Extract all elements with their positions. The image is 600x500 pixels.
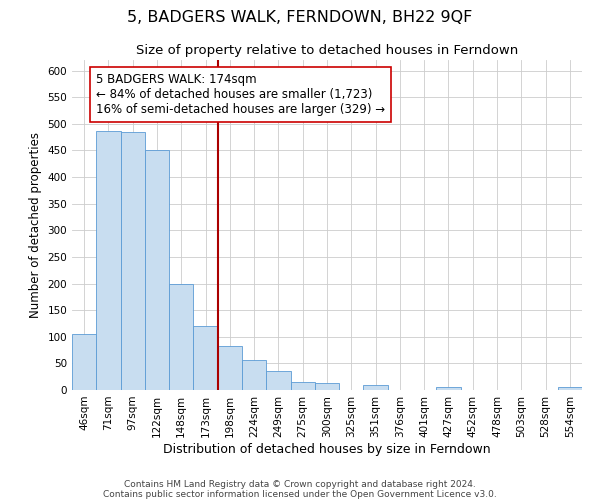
Bar: [96, 131, 121, 390]
Bar: [193, 326, 218, 390]
Text: Contains HM Land Registry data © Crown copyright and database right 2024.
Contai: Contains HM Land Registry data © Crown c…: [103, 480, 497, 499]
Bar: [169, 284, 193, 390]
Y-axis label: Number of detached properties: Number of detached properties: [29, 132, 42, 318]
Bar: [218, 346, 242, 390]
Bar: [290, 382, 315, 390]
Bar: [436, 388, 461, 390]
Bar: [266, 371, 290, 390]
X-axis label: Distribution of detached houses by size in Ferndown: Distribution of detached houses by size …: [163, 442, 491, 456]
Bar: [242, 360, 266, 390]
Bar: [145, 150, 169, 390]
Bar: [558, 388, 582, 390]
Bar: [315, 382, 339, 390]
Text: 5, BADGERS WALK, FERNDOWN, BH22 9QF: 5, BADGERS WALK, FERNDOWN, BH22 9QF: [127, 10, 473, 25]
Bar: [72, 334, 96, 390]
Bar: [364, 384, 388, 390]
Bar: [121, 132, 145, 390]
Title: Size of property relative to detached houses in Ferndown: Size of property relative to detached ho…: [136, 44, 518, 58]
Text: 5 BADGERS WALK: 174sqm
← 84% of detached houses are smaller (1,723)
16% of semi-: 5 BADGERS WALK: 174sqm ← 84% of detached…: [96, 74, 385, 116]
